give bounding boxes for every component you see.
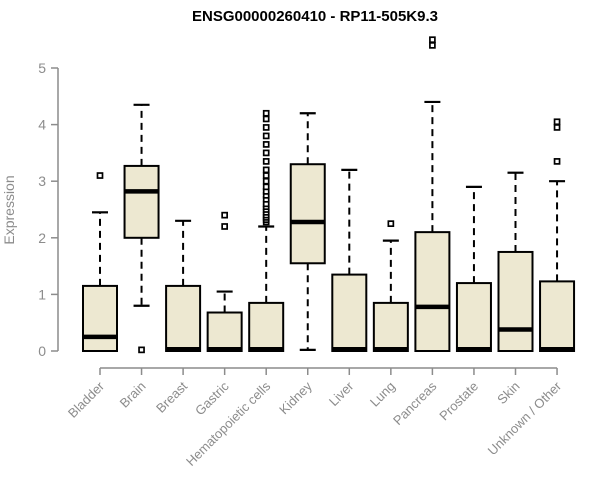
y-axis-label: Expression — [1, 175, 17, 244]
box-kidney — [289, 163, 326, 265]
box-group-hematopoietic-cells — [248, 109, 285, 353]
box-group-skin — [497, 171, 534, 352]
box-group-gastric — [206, 211, 243, 352]
box-group-lung — [372, 220, 409, 353]
box-group-unknown-other — [539, 118, 576, 352]
x-tick-label-bladder: Bladder — [65, 378, 108, 421]
x-tick-label-skin: Skin — [494, 379, 522, 407]
outlier-hematopoietic-cells-19 — [262, 124, 270, 131]
outlier-brain-0 — [138, 346, 145, 354]
outlier-hematopoietic-cells-20 — [262, 115, 270, 123]
box-group-kidney — [289, 112, 326, 351]
box-brain — [123, 164, 160, 239]
box-group-pancreas — [414, 36, 451, 352]
x-tick-label-gastric: Gastric — [192, 378, 232, 418]
y-tick-label-2: 2 — [38, 230, 46, 246]
y-tick-label-5: 5 — [38, 60, 46, 76]
outlier-unknown-other-0 — [553, 158, 561, 165]
box-group-breast — [165, 219, 202, 352]
outlier-hematopoietic-cells-18 — [262, 132, 270, 140]
box-group-liver — [331, 168, 368, 352]
outlier-hematopoietic-cells-16 — [262, 149, 270, 157]
outlier-hematopoietic-cells-15 — [262, 158, 270, 165]
x-tick-label-prostate: Prostate — [436, 379, 481, 424]
x-tick-label-kidney: Kidney — [276, 378, 315, 417]
x-tick-label-brain: Brain — [117, 379, 149, 411]
box-group-bladder — [82, 172, 118, 352]
box-unknown-other — [539, 280, 576, 352]
outlier-hematopoietic-cells-14 — [262, 166, 270, 174]
box-group-brain — [123, 103, 160, 354]
box-group-prostate — [455, 185, 492, 352]
box-gastric — [206, 311, 243, 352]
x-tick-label-pancreas: Pancreas — [390, 378, 440, 428]
boxplot-series — [82, 36, 576, 354]
outlier-hematopoietic-cells-17 — [262, 141, 270, 148]
y-tick-label-3: 3 — [38, 173, 46, 189]
outlier-bladder-0 — [96, 172, 104, 179]
outlier-lung-0 — [387, 220, 395, 227]
outlier-pancreas-1 — [429, 36, 436, 44]
outlier-hematopoietic-cells-12 — [262, 177, 270, 185]
x-tick-label-unknown-other: Unknown / Other — [485, 378, 565, 458]
x-tick-label-lung: Lung — [367, 379, 398, 410]
x-tick-label-liver: Liver — [326, 378, 357, 409]
outlier-hematopoietic-cells-11 — [262, 183, 270, 191]
box-pancreas — [414, 231, 451, 352]
box-skin — [497, 250, 534, 352]
y-tick-label-4: 4 — [38, 117, 46, 133]
box-prostate — [455, 282, 492, 352]
outlier-gastric-1 — [221, 211, 228, 219]
outlier-hematopoietic-cells-13 — [262, 172, 270, 179]
box-breast — [165, 284, 202, 352]
box-liver — [331, 273, 368, 352]
y-tick-label-1: 1 — [38, 286, 46, 302]
outlier-gastric-0 — [221, 223, 228, 230]
outlier-unknown-other-1 — [553, 124, 561, 131]
box-hematopoietic-cells — [248, 301, 285, 353]
x-tick-label-breast: Breast — [153, 378, 190, 415]
box-lung — [372, 301, 409, 353]
y-tick-label-0: 0 — [38, 343, 46, 359]
outlier-unknown-other-2 — [553, 118, 561, 126]
chart-title: ENSG00000260410 - RP11-505K9.3 — [192, 8, 438, 25]
box-bladder — [82, 284, 118, 352]
outlier-pancreas-0 — [429, 42, 436, 49]
outlier-hematopoietic-cells-21 — [262, 109, 270, 117]
